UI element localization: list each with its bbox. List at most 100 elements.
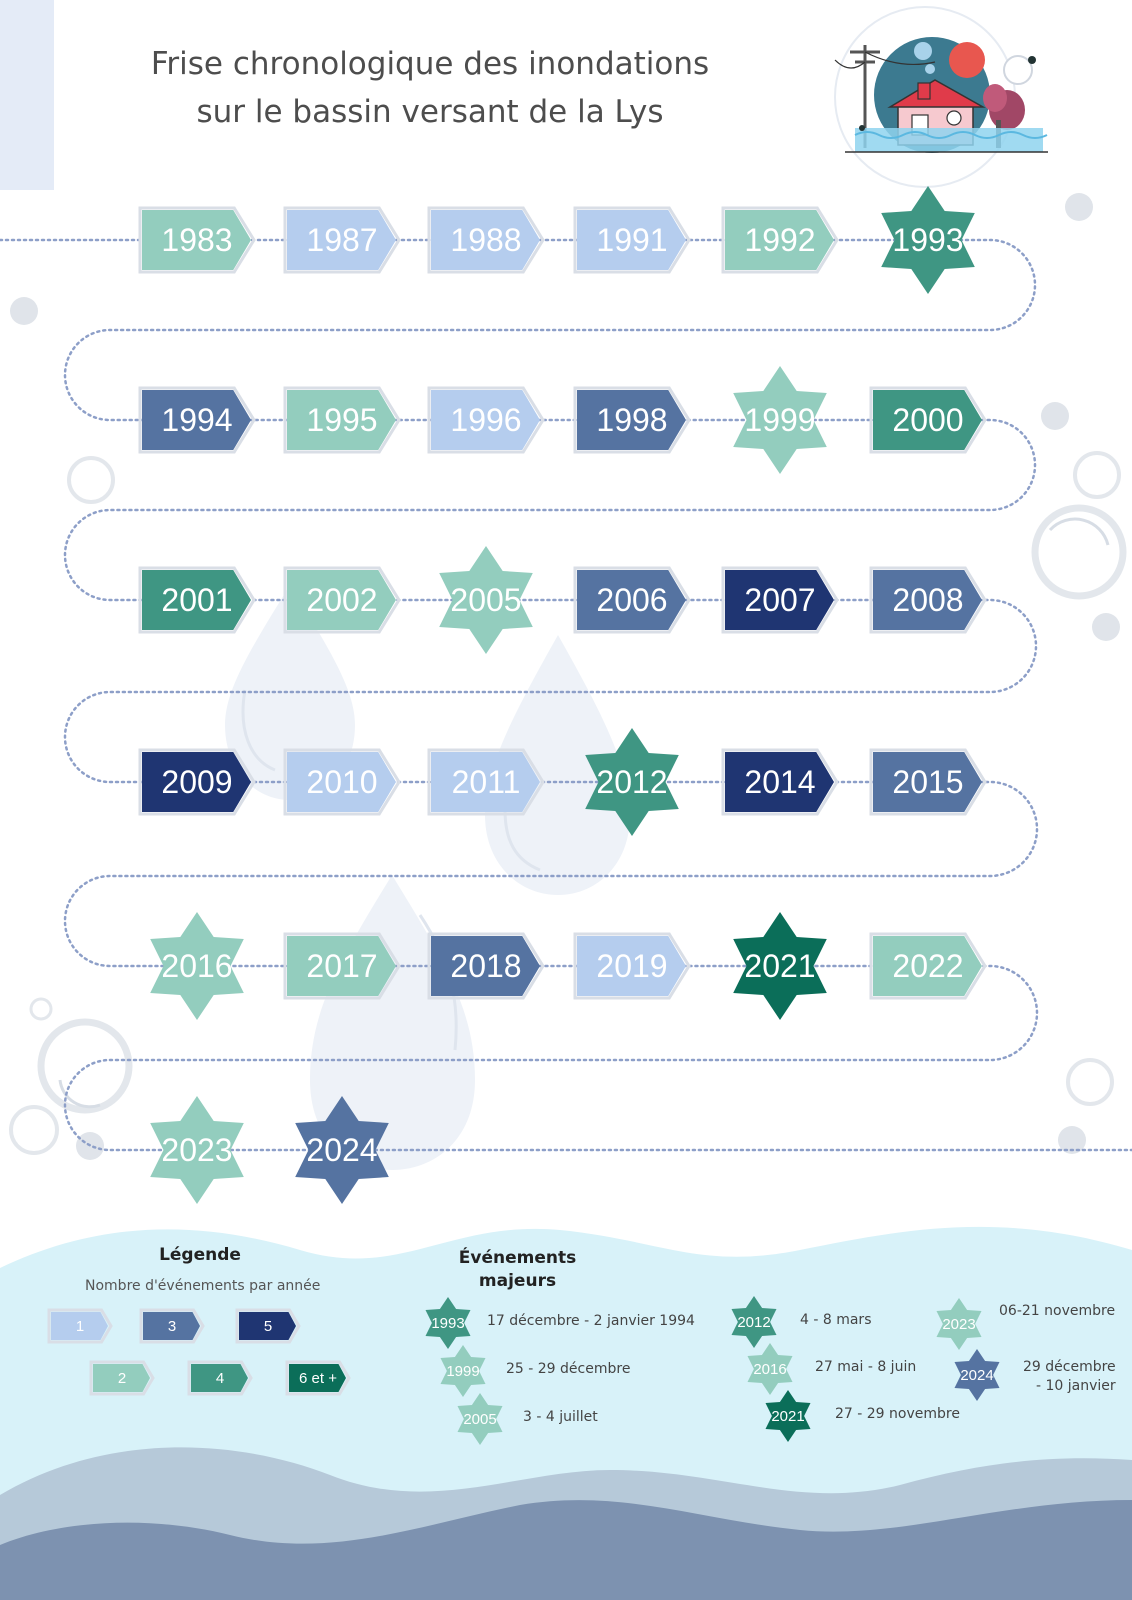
major-event-date-line: 29 décembre (1023, 1359, 1116, 1375)
timeline-year-2024: 2024 (288, 1093, 396, 1207)
timeline-year-2007: 2007 (721, 566, 839, 634)
timeline-year-2016: 2016 (143, 909, 251, 1023)
star-shape-icon (425, 1297, 471, 1349)
timeline-path (0, 238, 1132, 1152)
legend-item-6-label: 6 et + (299, 1369, 337, 1387)
major-event-1993-badge-label: 1993 (431, 1314, 465, 1332)
timeline-year-2002-label: 2002 (306, 581, 378, 618)
major-event-2016-badge-label: 2016 (753, 1360, 787, 1378)
arrow-shape-icon (573, 932, 691, 1000)
major-event-2012-badge: 2012 (728, 1295, 780, 1349)
arrow-shape-icon (869, 748, 987, 816)
timeline-year-1995: 1995 (283, 386, 401, 454)
timeline-year-2005-label: 2005 (450, 581, 522, 618)
legend-subtitle: Nombre d'événements par année (85, 1278, 321, 1294)
arrow-shape-icon (283, 748, 401, 816)
arrow-shape-icon (187, 1360, 253, 1396)
legend-item-2-label: 3 (167, 1317, 177, 1335)
star-shape-icon (765, 1390, 811, 1442)
timeline-year-2001-label: 2001 (161, 581, 233, 618)
timeline-year-1996: 1996 (427, 386, 545, 454)
legend-item-4: 2 (89, 1360, 155, 1396)
timeline-year-2017: 2017 (283, 932, 401, 1000)
major-event-2016-badge: 2016 (744, 1342, 796, 1396)
star-shape-icon (457, 1393, 503, 1445)
star-shape-icon (747, 1343, 793, 1395)
timeline-year-1996-label: 1996 (450, 401, 522, 438)
timeline-year-2015: 2015 (869, 748, 987, 816)
major-event-2024-badge-label: 2024 (960, 1366, 994, 1384)
timeline-year-2006-label: 2006 (596, 581, 668, 618)
star-shape-icon (733, 366, 827, 474)
star-shape-icon (150, 1096, 244, 1204)
major-event-2021-dates: 27 - 29 novembre (835, 1406, 960, 1422)
timeline-year-1994-label: 1994 (161, 401, 233, 438)
legend-item-3-label: 5 (263, 1317, 273, 1335)
timeline-year-1999-label: 1999 (744, 401, 816, 438)
star-shape-icon (731, 1296, 777, 1348)
timeline-year-1992: 1992 (721, 206, 839, 274)
flooded-house-icon (834, 6, 1048, 188)
major-event-1993-dates: 17 décembre - 2 janvier 1994 (487, 1313, 695, 1329)
timeline-year-2009: 2009 (138, 748, 256, 816)
major-events-title: Événements majeurs (440, 1247, 595, 1293)
arrow-shape-icon (283, 566, 401, 634)
timeline-year-1993-label: 1993 (892, 221, 964, 258)
arrow-shape-icon (573, 566, 691, 634)
arrow-shape-icon (283, 386, 401, 454)
legend-item-2: 3 (139, 1308, 205, 1344)
major-event-date-line: 4 - 8 mars (800, 1312, 872, 1328)
arrow-shape-icon (721, 566, 839, 634)
major-event-2023-dates: 06-21 novembre (999, 1303, 1115, 1319)
major-event-2016-dates: 27 mai - 8 juin (815, 1359, 916, 1375)
legend-item-1: 1 (47, 1308, 113, 1344)
major-event-2005-dates: 3 - 4 juillet (523, 1409, 598, 1425)
major-event-2005-badge: 2005 (454, 1392, 506, 1446)
major-event-2024-dates: 29 décembre - 10 janvier (1023, 1358, 1116, 1396)
major-event-date-line: - 10 janvier (1036, 1378, 1116, 1394)
star-shape-icon (295, 1096, 389, 1204)
timeline-year-2019-label: 2019 (596, 947, 668, 984)
arrow-shape-icon (573, 386, 691, 454)
arrow-shape-icon (283, 932, 401, 1000)
timeline-year-1988-label: 1988 (450, 221, 522, 258)
star-shape-icon (881, 186, 975, 294)
arrow-shape-icon (89, 1360, 155, 1396)
star-shape-icon (954, 1349, 1000, 1401)
arrow-shape-icon (427, 932, 545, 1000)
major-event-date-line: 17 décembre - 2 janvier 1994 (487, 1313, 695, 1329)
timeline-year-2024-label: 2024 (306, 1131, 378, 1168)
arrow-shape-icon (138, 566, 256, 634)
major-event-date-line: 3 - 4 juillet (523, 1409, 598, 1425)
arrow-shape-icon (869, 386, 987, 454)
page-title: Frise chronologique des inondations sur … (70, 40, 790, 136)
arrow-shape-icon (573, 206, 691, 274)
major-event-2012-badge-label: 2012 (737, 1313, 771, 1331)
major-event-1999-badge-label: 1999 (446, 1362, 480, 1380)
timeline-year-2021: 2021 (726, 909, 834, 1023)
timeline-year-2007-label: 2007 (744, 581, 816, 618)
timeline-year-2021-label: 2021 (744, 947, 816, 984)
timeline-year-2011-label: 2011 (451, 763, 521, 800)
major-event-1999-dates: 25 - 29 décembre (506, 1361, 630, 1377)
legend-item-5: 4 (187, 1360, 253, 1396)
timeline-year-1983-label: 1983 (161, 221, 233, 258)
arrow-shape-icon (721, 748, 839, 816)
legend-item-3: 5 (235, 1308, 301, 1344)
timeline-year-2014-label: 2014 (744, 763, 816, 800)
timeline-year-1992-label: 1992 (744, 221, 816, 258)
major-event-date-line: 06-21 novembre (999, 1303, 1116, 1319)
star-shape-icon (733, 912, 827, 1020)
arrow-shape-icon (721, 206, 839, 274)
corner-band (0, 0, 54, 190)
major-events-title-line-1: Événements (458, 1248, 577, 1268)
arrow-shape-icon (235, 1308, 301, 1344)
arrow-shape-icon (427, 748, 545, 816)
timeline-year-2008-label: 2008 (892, 581, 964, 618)
star-shape-icon (440, 1345, 486, 1397)
legend-item-4-label: 2 (117, 1369, 127, 1387)
timeline-year-2022: 2022 (869, 932, 987, 1000)
legend-item-6: 6 et + (285, 1360, 351, 1396)
timeline-year-1993: 1993 (874, 183, 982, 297)
timeline-year-1987-label: 1987 (306, 221, 378, 258)
